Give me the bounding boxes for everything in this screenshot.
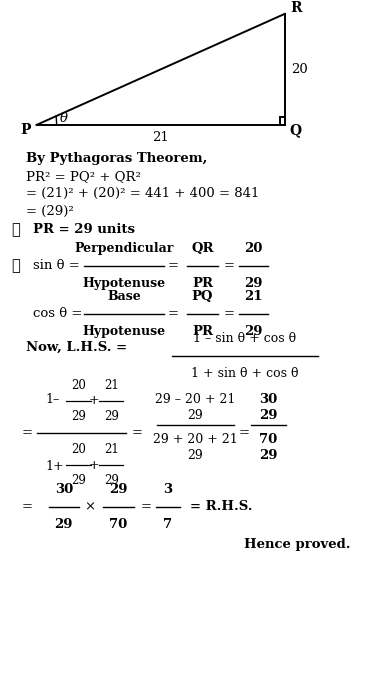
Text: 21: 21 <box>245 289 263 303</box>
Text: 29: 29 <box>245 277 263 290</box>
Text: PR² = PQ² + QR²: PR² = PQ² + QR² <box>26 170 141 183</box>
Text: 29: 29 <box>187 449 203 462</box>
Text: =: = <box>131 427 142 439</box>
Text: 29: 29 <box>110 482 128 496</box>
Text: 29: 29 <box>71 410 86 423</box>
Text: 1+: 1+ <box>46 460 64 473</box>
Text: 29: 29 <box>71 474 86 487</box>
Text: 70: 70 <box>110 518 128 531</box>
Text: cos θ =: cos θ = <box>33 307 82 320</box>
Text: PR: PR <box>192 277 213 290</box>
Text: ∴: ∴ <box>11 259 20 273</box>
Text: +: + <box>89 459 100 472</box>
Text: QR: QR <box>191 242 214 255</box>
Text: =: = <box>224 260 235 272</box>
Text: PR: PR <box>192 325 213 338</box>
Text: 70: 70 <box>259 434 277 446</box>
Text: 29: 29 <box>245 325 263 338</box>
Text: 29 + 20 + 21: 29 + 20 + 21 <box>153 434 238 446</box>
Text: Hypotenuse: Hypotenuse <box>82 325 166 338</box>
Text: P: P <box>20 124 31 137</box>
Text: =: = <box>141 500 151 513</box>
Text: = (21)² + (20)² = 441 + 400 = 841: = (21)² + (20)² = 441 + 400 = 841 <box>26 187 259 200</box>
Text: 29: 29 <box>104 474 119 487</box>
Text: 29 – 20 + 21: 29 – 20 + 21 <box>155 393 235 406</box>
Text: =: = <box>224 307 235 320</box>
Text: 29: 29 <box>259 449 277 462</box>
Text: 29: 29 <box>104 410 119 423</box>
Text: R: R <box>290 1 301 15</box>
Text: = (29)²: = (29)² <box>26 205 73 217</box>
Text: PQ: PQ <box>192 289 213 303</box>
Text: By Pythagoras Theorem,: By Pythagoras Theorem, <box>26 152 207 164</box>
Text: ∴: ∴ <box>11 223 20 237</box>
Text: 1 + sin θ + cos θ: 1 + sin θ + cos θ <box>191 367 298 380</box>
Text: 1 – sin θ + cos θ: 1 – sin θ + cos θ <box>193 332 296 345</box>
Text: sin θ =: sin θ = <box>33 260 80 272</box>
Text: =: = <box>168 307 179 320</box>
Text: 21: 21 <box>104 443 119 456</box>
Text: 20: 20 <box>245 242 263 255</box>
Text: 30: 30 <box>55 482 73 496</box>
Text: = R.H.S.: = R.H.S. <box>190 500 252 513</box>
Text: =: = <box>22 427 33 439</box>
Text: Hypotenuse: Hypotenuse <box>82 277 166 290</box>
Text: 29: 29 <box>187 409 203 421</box>
Text: 20: 20 <box>71 443 86 456</box>
Text: Q: Q <box>289 124 302 137</box>
Text: =: = <box>168 260 179 272</box>
Text: Hence proved.: Hence proved. <box>244 539 350 551</box>
Text: 3: 3 <box>164 482 173 496</box>
Text: 20: 20 <box>291 63 308 76</box>
Text: 21: 21 <box>104 379 119 392</box>
Text: ×: × <box>85 500 96 513</box>
Text: 30: 30 <box>259 393 277 406</box>
Text: Now, L.H.S. =: Now, L.H.S. = <box>26 341 127 353</box>
Text: =: = <box>238 427 249 439</box>
Text: 1–: 1– <box>46 393 60 406</box>
Text: 21: 21 <box>152 131 169 144</box>
Text: 7: 7 <box>164 518 173 531</box>
Text: 29: 29 <box>55 518 73 531</box>
Text: Perpendicular: Perpendicular <box>74 242 174 255</box>
Text: Base: Base <box>107 289 141 303</box>
Text: 20: 20 <box>71 379 86 392</box>
Text: +: + <box>89 394 100 407</box>
Text: PR = 29 units: PR = 29 units <box>33 223 135 236</box>
Text: 29: 29 <box>259 409 277 421</box>
Text: θ: θ <box>60 112 68 126</box>
Text: =: = <box>22 500 33 513</box>
